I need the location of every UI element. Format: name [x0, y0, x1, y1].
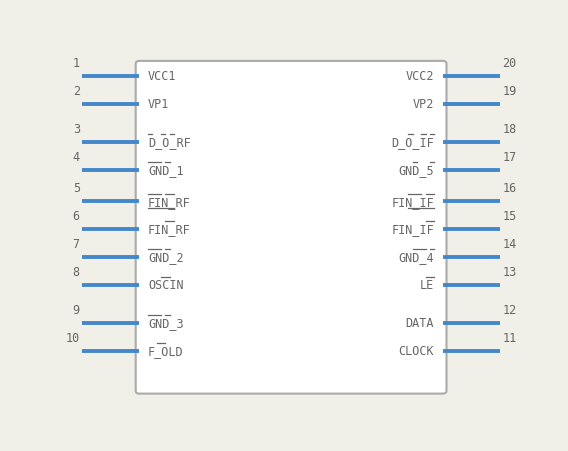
- Text: DATA: DATA: [406, 317, 434, 330]
- Text: 8: 8: [73, 265, 80, 278]
- Text: GND_4: GND_4: [399, 251, 434, 264]
- Text: 20: 20: [502, 57, 517, 70]
- Text: 10: 10: [65, 331, 80, 344]
- Text: 18: 18: [502, 123, 517, 136]
- Text: GND_5: GND_5: [399, 164, 434, 177]
- Text: FIN_RF: FIN_RF: [148, 223, 191, 236]
- Text: FIN_RF: FIN_RF: [148, 195, 191, 208]
- Text: 4: 4: [73, 151, 80, 164]
- Text: 7: 7: [73, 238, 80, 251]
- Text: 9: 9: [73, 304, 80, 317]
- Text: GND_2: GND_2: [148, 251, 183, 264]
- Text: D_O_IF: D_O_IF: [391, 136, 434, 149]
- Text: CLOCK: CLOCK: [399, 345, 434, 358]
- Text: OSCIN: OSCIN: [148, 279, 183, 291]
- Text: 17: 17: [502, 151, 517, 164]
- Text: VP1: VP1: [148, 98, 169, 111]
- Text: 13: 13: [502, 265, 517, 278]
- Text: 6: 6: [73, 210, 80, 223]
- Text: F_OLD: F_OLD: [148, 345, 183, 358]
- Text: 19: 19: [502, 85, 517, 98]
- Text: VCC1: VCC1: [148, 70, 177, 83]
- Text: 16: 16: [502, 182, 517, 195]
- Text: VCC2: VCC2: [406, 70, 434, 83]
- Text: GND_3: GND_3: [148, 317, 183, 330]
- Text: VP2: VP2: [413, 98, 434, 111]
- Text: LE: LE: [420, 279, 434, 291]
- Text: 2: 2: [73, 85, 80, 98]
- Text: FIN_IF: FIN_IF: [391, 223, 434, 236]
- Text: GND_1: GND_1: [148, 164, 183, 177]
- Text: 3: 3: [73, 123, 80, 136]
- Text: 14: 14: [502, 238, 517, 251]
- FancyBboxPatch shape: [136, 62, 446, 394]
- Text: 11: 11: [502, 331, 517, 344]
- Text: D_O_RF: D_O_RF: [148, 136, 191, 149]
- Text: 15: 15: [502, 210, 517, 223]
- Text: 1: 1: [73, 57, 80, 70]
- Text: FIN_IF: FIN_IF: [391, 195, 434, 208]
- Text: 5: 5: [73, 182, 80, 195]
- Text: 12: 12: [502, 304, 517, 317]
